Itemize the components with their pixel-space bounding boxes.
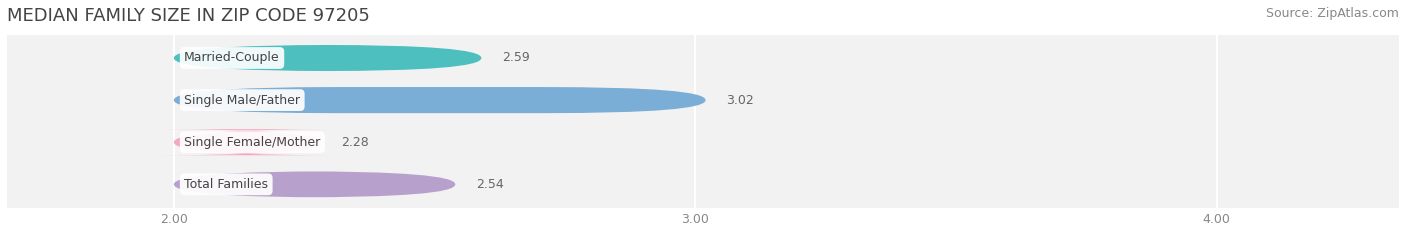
Text: MEDIAN FAMILY SIZE IN ZIP CODE 97205: MEDIAN FAMILY SIZE IN ZIP CODE 97205 bbox=[7, 7, 370, 25]
Text: Single Female/Mother: Single Female/Mother bbox=[184, 136, 321, 149]
FancyBboxPatch shape bbox=[174, 87, 706, 113]
Text: Single Male/Father: Single Male/Father bbox=[184, 94, 301, 107]
Text: Total Families: Total Families bbox=[184, 178, 269, 191]
Text: 2.59: 2.59 bbox=[502, 51, 530, 65]
Text: 3.02: 3.02 bbox=[727, 94, 754, 107]
Text: 2.54: 2.54 bbox=[477, 178, 503, 191]
FancyBboxPatch shape bbox=[174, 171, 456, 197]
FancyBboxPatch shape bbox=[174, 45, 481, 71]
Text: 2.28: 2.28 bbox=[340, 136, 368, 149]
Text: Married-Couple: Married-Couple bbox=[184, 51, 280, 65]
Text: Source: ZipAtlas.com: Source: ZipAtlas.com bbox=[1265, 7, 1399, 20]
FancyBboxPatch shape bbox=[157, 129, 336, 155]
